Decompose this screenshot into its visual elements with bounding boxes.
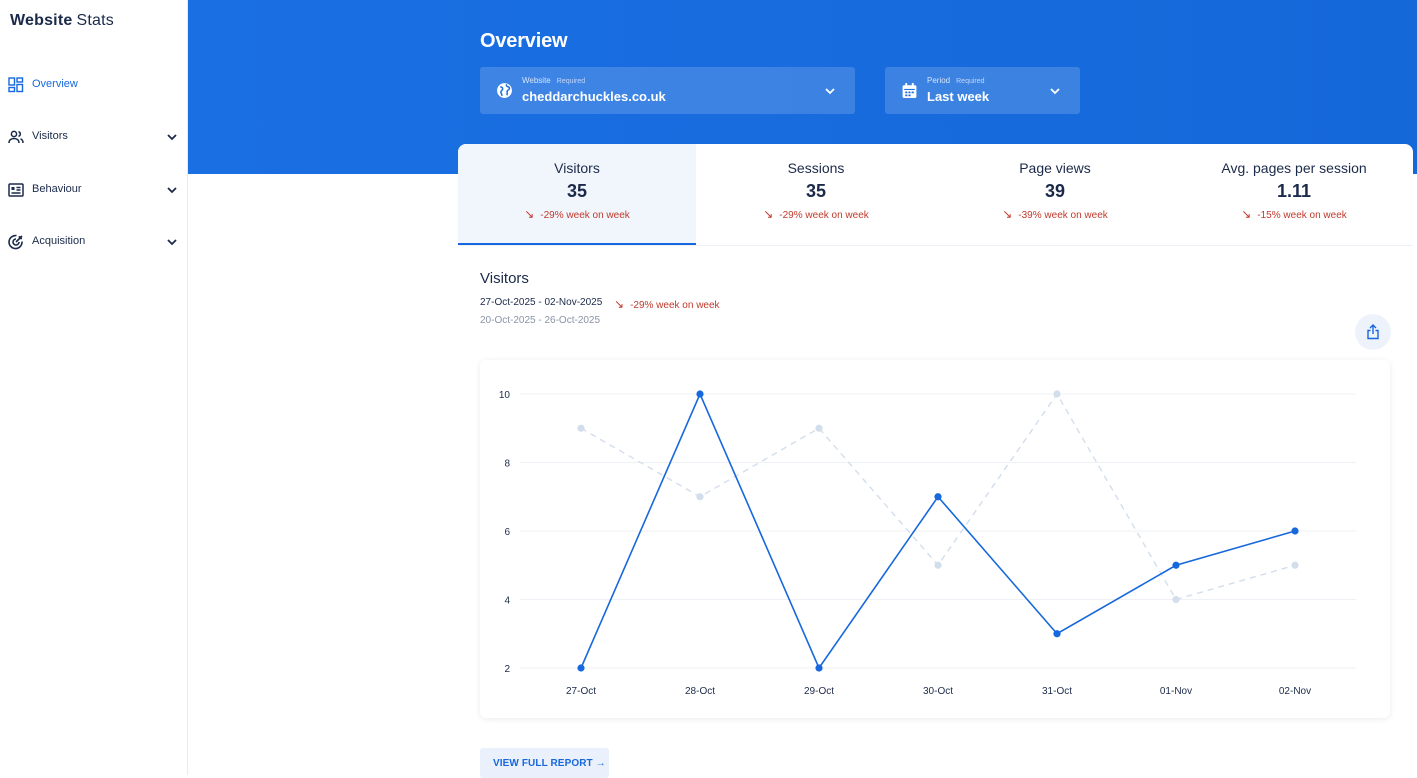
website-value: cheddarchuckles.co.uk [522,89,666,104]
sidebar-item-label: Visitors [32,130,68,142]
y-tick-label: 2 [504,664,510,675]
y-tick-label: 4 [504,596,510,607]
sidebar-item-label: Behaviour [32,183,82,195]
trend-down-icon: ↘ [524,207,535,221]
period-label: Period Required [927,76,985,85]
y-tick-label: 10 [499,390,511,401]
previous-date-range: 20-Oct-2025 - 26-Oct-2025 [480,315,601,326]
tab-avg-pages[interactable]: Avg. pages per session 1.11 ↘ -15% week o… [1175,144,1413,246]
x-tick-label: 02-Nov [1279,686,1311,697]
current-period-point [815,664,823,672]
period-value: Last week [927,89,990,104]
required-tag: Required [556,78,586,85]
previous-period-point [696,493,704,501]
previous-period-point [577,424,585,432]
calendar-icon [902,83,917,98]
current-period-point [577,664,585,672]
previous-period-point [1053,390,1061,398]
sidebar-item-overview[interactable]: Overview [0,70,188,100]
chevron-down-icon [1050,88,1060,95]
tab-page-views[interactable]: Page views 39 ↘ -39% week on week [936,144,1174,246]
tab-change-text: -39% week on week [1018,210,1108,221]
tab-label: Avg. pages per session [1221,160,1367,176]
website-select[interactable]: Website Required cheddarchuckles.co.uk [480,67,855,114]
x-tick-label: 30-Oct [923,686,953,697]
previous-period-point [934,561,942,569]
section-title: Visitors [480,270,529,287]
current-period-point [1172,561,1180,569]
page-title: Overview [480,30,568,52]
required-tag: Required [956,78,985,85]
sidebar-item-acquisition[interactable]: Acquisition [0,227,188,257]
dashboard-icon [8,77,24,93]
section-change: ↘ -29% week on week [614,297,720,311]
sidebar-item-label: Acquisition [32,235,86,247]
current-period-point [1291,527,1299,535]
share-button[interactable] [1355,314,1391,350]
chevron-down-icon[interactable] [165,183,179,197]
tab-sessions[interactable]: Sessions 35 ↘ -29% week on week [697,144,935,246]
tab-change-text: -29% week on week [779,210,869,221]
view-full-report-button[interactable]: VIEW FULL REPORT → [480,748,609,778]
chevron-down-icon[interactable] [165,235,179,249]
chevron-down-icon [825,88,835,95]
arrow-right-icon: → [595,758,606,769]
trend-down-icon: ↘ [1002,207,1013,221]
section-change-text: -29% week on week [630,300,720,311]
sidebar-item-label: Overview [32,78,78,90]
sidebar: Website Stats Overview Visitors Behaviour… [0,0,188,775]
target-icon [8,234,23,250]
visitors-line-chart: 2 4 6 8 10 27-Oct 28-Oct 29-Oct 30-Oct 31-Oct 01-N… [499,390,1356,697]
report-button-text: VIEW FULL REPORT [493,758,593,769]
tab-label: Page views [1019,160,1091,176]
trend-down-icon: ↘ [763,207,774,221]
people-icon [8,130,24,144]
chart-card: 2 4 6 8 10 27-Oct 28-Oct 29-Oct 30-Oct 31-Oct 01-N… [480,360,1390,718]
tab-value: 35 [566,181,588,201]
x-tick-label: 01-Nov [1160,686,1192,697]
current-period-point [1053,630,1061,638]
report-button-label: VIEW FULL REPORT → [493,758,606,769]
previous-period-point [815,424,823,432]
x-tick-label: 29-Oct [804,686,834,697]
period-label-text: Period [927,76,951,85]
previous-period-point [1291,561,1299,569]
current-period-point [934,493,942,501]
y-tick-label: 8 [504,459,510,470]
tab-change: ↘ -29% week on week [697,207,935,221]
period-select[interactable]: Period Required Last week [885,67,1080,114]
current-date-range: 27-Oct-2025 - 02-Nov-2025 [480,297,603,308]
tab-change-text: -15% week on week [1257,210,1347,221]
trend-down-icon: ↘ [1241,207,1252,221]
x-tick-label: 31-Oct [1042,686,1072,697]
trend-down-icon: ↘ [614,297,625,311]
tab-value: 1.11 [1276,181,1312,201]
x-tick-label: 28-Oct [685,686,715,697]
tab-label: Visitors [554,160,600,176]
brand-suffix: Stats [76,12,114,29]
sidebar-item-visitors[interactable]: Visitors [0,122,188,152]
chevron-down-icon[interactable] [165,130,179,144]
tab-value: 35 [805,181,827,201]
tab-change: ↘ -39% week on week [936,207,1174,221]
tab-change: ↘ -15% week on week [1175,207,1413,221]
brand-name: Website [10,12,73,29]
tab-change-text: -29% week on week [540,210,630,221]
tab-label: Sessions [787,160,845,176]
tab-visitors[interactable]: Visitors 35 ↘ -29% week on week [458,144,696,246]
share-icon [1367,324,1379,340]
divider [458,245,1413,246]
y-tick-label: 6 [504,527,510,538]
tab-change: ↘ -29% week on week [458,207,696,221]
current-period-point [696,390,704,398]
previous-period-point [1172,595,1180,604]
tab-value: 39 [1044,181,1066,201]
x-tick-label: 27-Oct [566,686,596,697]
list-card-icon [8,183,24,197]
globe-icon [497,83,512,98]
brand-logo: Website Stats [10,12,114,30]
sidebar-item-behaviour[interactable]: Behaviour [0,175,188,205]
website-label-text: Website [522,76,551,85]
website-label: Website Required [522,76,585,85]
